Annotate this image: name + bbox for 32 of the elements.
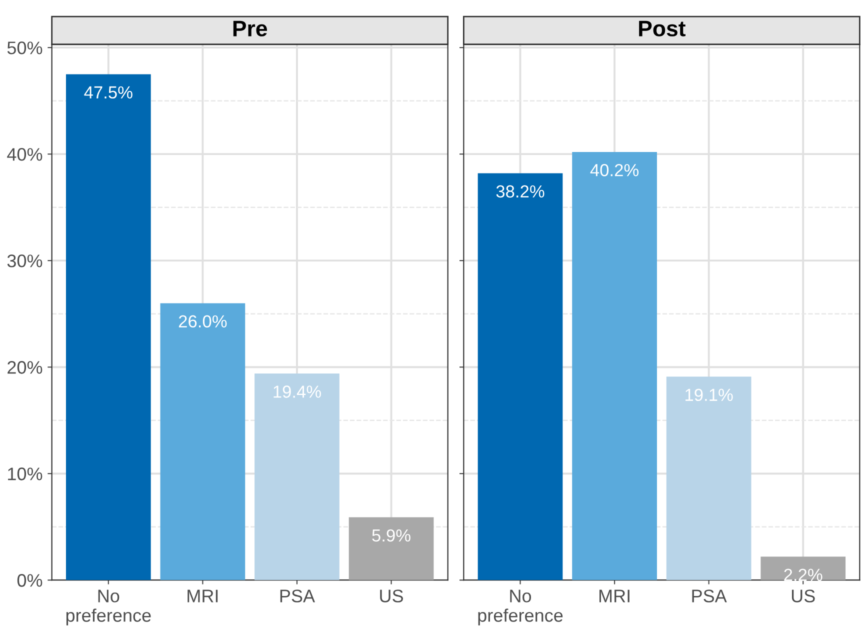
data-label: 40.2% — [590, 164, 639, 176]
x-tick-label: No preference — [478, 590, 563, 626]
x-tick-label: PSA — [692, 590, 727, 602]
data-label: 5.9% — [372, 529, 410, 542]
y-tick-label: 20% — [8, 361, 42, 374]
x-tick-label: PSA — [280, 590, 316, 602]
data-label: 26.0% — [178, 315, 227, 328]
y-tick-label: 50% — [7, 42, 42, 54]
data-label: 19.1% — [686, 388, 733, 402]
y-tick-label: 30% — [7, 254, 42, 268]
bar — [254, 373, 340, 580]
data-label: 2.2% — [784, 568, 822, 581]
bar — [666, 376, 752, 580]
bar — [160, 303, 246, 580]
data-label: 47.5% — [84, 86, 132, 99]
bar — [572, 152, 657, 580]
x-tick-label: MRI — [599, 590, 630, 602]
y-tick-label: 40% — [7, 148, 42, 161]
bar — [66, 74, 151, 580]
x-tick-label: US — [792, 590, 815, 602]
x-tick-label: No preference — [66, 590, 151, 626]
bar — [760, 556, 846, 580]
y-tick-label: 10% — [8, 468, 42, 480]
x-tick-label: MRI — [188, 590, 218, 602]
bar — [348, 517, 434, 580]
x-tick-label: US — [380, 590, 403, 602]
data-label: 38.2% — [496, 185, 544, 198]
bar — [478, 173, 563, 580]
chart-title: Pre — [233, 20, 267, 36]
chart-title: Post — [639, 20, 686, 36]
y-tick-label: 0% — [17, 574, 42, 587]
data-label: 19.4% — [274, 386, 321, 398]
